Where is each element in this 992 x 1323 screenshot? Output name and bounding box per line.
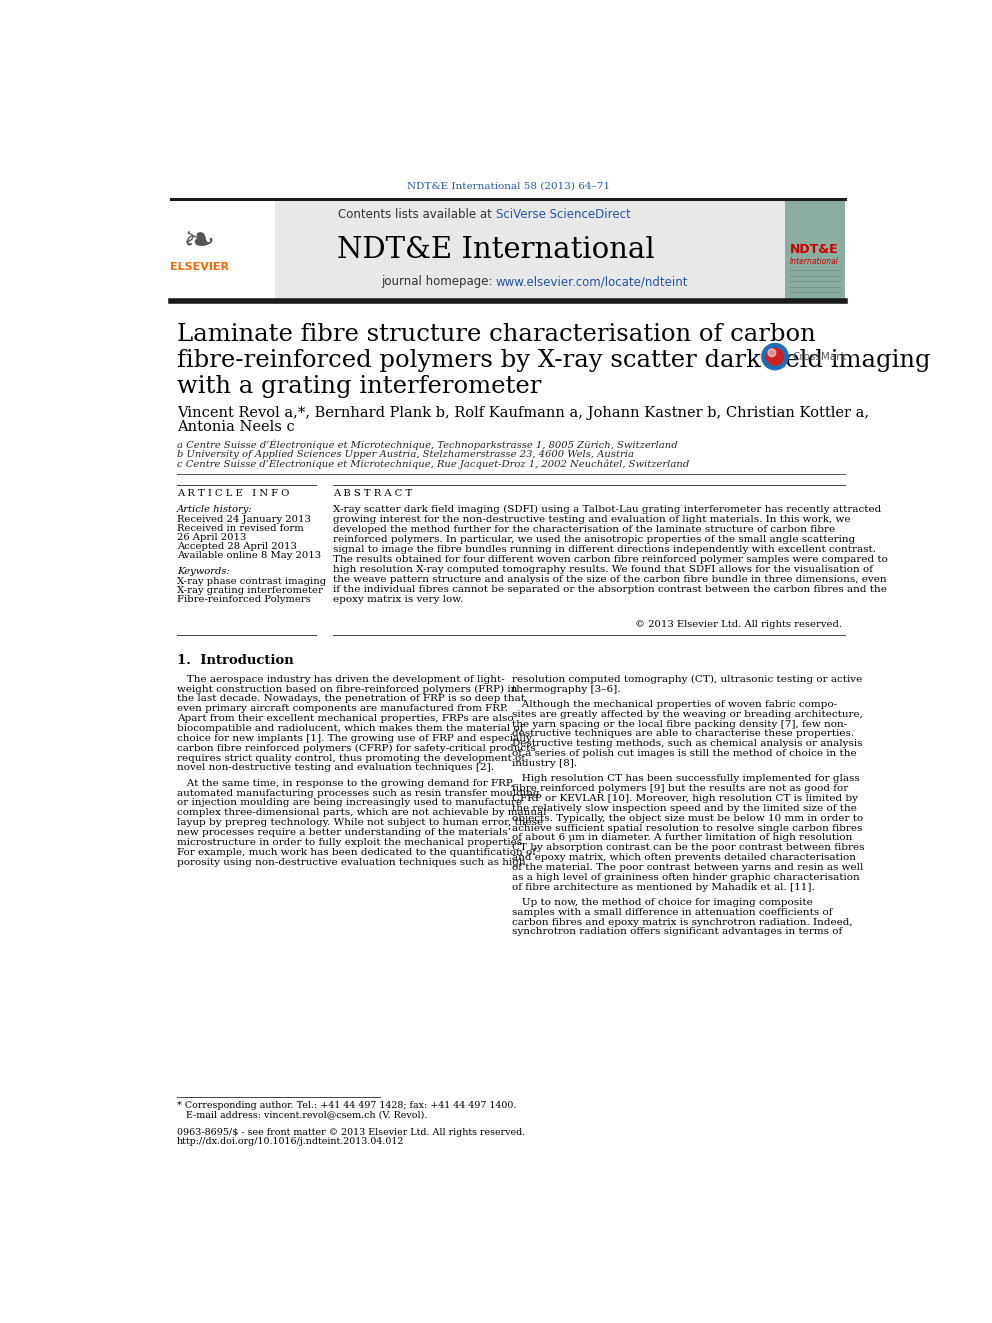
- Text: growing interest for the non-destructive testing and evaluation of light materia: growing interest for the non-destructive…: [333, 516, 851, 524]
- Text: the last decade. Nowadays, the penetration of FRP is so deep that: the last decade. Nowadays, the penetrati…: [177, 695, 525, 704]
- Text: sites are greatly affected by the weaving or breading architecture,: sites are greatly affected by the weavin…: [512, 709, 862, 718]
- Text: NDT&E International 58 (2013) 64–71: NDT&E International 58 (2013) 64–71: [407, 181, 610, 191]
- Text: the weave pattern structure and analysis of the size of the carbon fibre bundle : the weave pattern structure and analysis…: [333, 576, 887, 585]
- Text: Contents lists available at: Contents lists available at: [338, 209, 496, 221]
- Circle shape: [762, 344, 789, 369]
- Bar: [785, 198, 845, 302]
- Text: Destructive testing methods, such as chemical analysis or analysis: Destructive testing methods, such as che…: [512, 740, 862, 749]
- Text: even primary aircraft components are manufactured from FRP.: even primary aircraft components are man…: [177, 704, 508, 713]
- Text: of about 6 μm in diameter. A further limitation of high resolution: of about 6 μm in diameter. A further lim…: [512, 833, 852, 843]
- Text: A R T I C L E   I N F O: A R T I C L E I N F O: [177, 490, 289, 499]
- Text: The aerospace industry has driven the development of light-: The aerospace industry has driven the de…: [177, 675, 505, 684]
- Text: NDT&E International: NDT&E International: [337, 235, 655, 263]
- Text: the relatively slow inspection speed and by the limited size of the: the relatively slow inspection speed and…: [512, 804, 856, 812]
- Text: signal to image the fibre bundles running in different directions independently : signal to image the fibre bundles runnin…: [333, 545, 876, 554]
- Text: b University of Applied Sciences Upper Austria, Stelzhamerstrasse 23, 4600 Wels,: b University of Applied Sciences Upper A…: [177, 450, 634, 459]
- Text: Keywords:: Keywords:: [177, 568, 229, 576]
- Text: biocompatible and radiolucent, which makes them the material of: biocompatible and radiolucent, which mak…: [177, 724, 523, 733]
- Text: complex three-dimensional parts, which are not achievable by manual: complex three-dimensional parts, which a…: [177, 808, 547, 818]
- Text: The results obtained for four different woven carbon fibre reinforced polymer sa: The results obtained for four different …: [333, 556, 888, 565]
- Text: journal homepage:: journal homepage:: [381, 275, 496, 288]
- Text: fibre reinforced polymers [9] but the results are not as good for: fibre reinforced polymers [9] but the re…: [512, 785, 848, 792]
- Text: E-mail address: vincent.revol@csem.ch (V. Revol).: E-mail address: vincent.revol@csem.ch (V…: [177, 1110, 428, 1119]
- Text: synchrotron radiation offers significant advantages in terms of: synchrotron radiation offers significant…: [512, 927, 842, 937]
- Text: if the individual fibres cannot be separated or the absorption contrast between : if the individual fibres cannot be separ…: [333, 586, 887, 594]
- Text: 1.  Introduction: 1. Introduction: [177, 655, 294, 667]
- Text: weight construction based on fibre-reinforced polymers (FRP) in: weight construction based on fibre-reinf…: [177, 684, 517, 693]
- Text: For example, much work has been dedicated to the quantification of: For example, much work has been dedicate…: [177, 848, 536, 857]
- Text: At the same time, in response to the growing demand for FRP,: At the same time, in response to the gro…: [177, 779, 514, 787]
- Text: epoxy matrix is very low.: epoxy matrix is very low.: [333, 595, 463, 605]
- Text: carbon fibre reinforced polymers (CFRP) for safety-critical products: carbon fibre reinforced polymers (CFRP) …: [177, 744, 536, 753]
- Text: Fibre-reinforced Polymers: Fibre-reinforced Polymers: [177, 595, 310, 603]
- Text: X-ray phase contrast imaging: X-ray phase contrast imaging: [177, 577, 325, 586]
- Text: SciVerse ScienceDirect: SciVerse ScienceDirect: [496, 209, 631, 221]
- Text: 26 April 2013: 26 April 2013: [177, 533, 246, 542]
- Text: Laminate fibre structure characterisation of carbon: Laminate fibre structure characterisatio…: [177, 323, 815, 345]
- Text: industry [8].: industry [8].: [512, 759, 576, 769]
- Text: resolution computed tomography (CT), ultrasonic testing or active: resolution computed tomography (CT), ult…: [512, 675, 862, 684]
- Text: thermography [3–6].: thermography [3–6].: [512, 684, 620, 693]
- Text: Although the mechanical properties of woven fabric compo-: Although the mechanical properties of wo…: [512, 700, 836, 709]
- Text: Apart from their excellent mechanical properties, FRPs are also: Apart from their excellent mechanical pr…: [177, 714, 513, 724]
- Bar: [171, 198, 275, 302]
- Text: Accepted 28 April 2013: Accepted 28 April 2013: [177, 542, 297, 550]
- Text: novel non-destructive testing and evaluation techniques [2].: novel non-destructive testing and evalua…: [177, 763, 494, 773]
- Text: carbon fibres and epoxy matrix is synchrotron radiation. Indeed,: carbon fibres and epoxy matrix is synchr…: [512, 918, 852, 926]
- Text: developed the method further for the characterisation of the laminate structure : developed the method further for the cha…: [333, 525, 835, 534]
- Text: www.elsevier.com/locate/ndteint: www.elsevier.com/locate/ndteint: [496, 275, 688, 288]
- Text: microstructure in order to fully exploit the mechanical properties.: microstructure in order to fully exploit…: [177, 837, 525, 847]
- Text: http://dx.doi.org/10.1016/j.ndteint.2013.04.012: http://dx.doi.org/10.1016/j.ndteint.2013…: [177, 1136, 404, 1146]
- Circle shape: [768, 349, 776, 357]
- Text: Article history:: Article history:: [177, 505, 252, 515]
- Text: X-ray grating interferometer: X-ray grating interferometer: [177, 586, 322, 595]
- Text: X-ray scatter dark field imaging (SDFI) using a Talbot-Lau grating interferomete: X-ray scatter dark field imaging (SDFI) …: [333, 505, 882, 515]
- Text: © 2013 Elsevier Ltd. All rights reserved.: © 2013 Elsevier Ltd. All rights reserved…: [635, 620, 841, 630]
- Text: * Corresponding author. Tel.: +41 44 497 1428; fax: +41 44 497 1400.: * Corresponding author. Tel.: +41 44 497…: [177, 1101, 516, 1110]
- Text: destructive techniques are able to characterise these properties.: destructive techniques are able to chara…: [512, 729, 854, 738]
- Text: NDT&E: NDT&E: [791, 243, 839, 257]
- Text: 0963-8695/$ - see front matter © 2013 Elsevier Ltd. All rights reserved.: 0963-8695/$ - see front matter © 2013 El…: [177, 1127, 525, 1136]
- Text: achieve sufficient spatial resolution to resolve single carbon fibres: achieve sufficient spatial resolution to…: [512, 823, 862, 832]
- Text: and epoxy matrix, which often prevents detailed characterisation: and epoxy matrix, which often prevents d…: [512, 853, 855, 863]
- Text: automated manufacturing processes such as resin transfer moulding: automated manufacturing processes such a…: [177, 789, 540, 798]
- Text: Up to now, the method of choice for imaging composite: Up to now, the method of choice for imag…: [512, 898, 812, 908]
- Text: as a high level of graininess often hinder graphic characterisation: as a high level of graininess often hind…: [512, 873, 859, 882]
- Circle shape: [767, 348, 784, 365]
- Text: layup by prepreg technology. While not subject to human error, these: layup by prepreg technology. While not s…: [177, 818, 543, 827]
- Text: Vincent Revol a,*, Bernhard Plank b, Rolf Kaufmann a, Johann Kastner b, Christia: Vincent Revol a,*, Bernhard Plank b, Rol…: [177, 406, 869, 419]
- Text: a Centre Suisse d’Électronique et Microtechnique, Technoparkstrasse 1, 8005 Züri: a Centre Suisse d’Électronique et Microt…: [177, 441, 678, 450]
- Text: new processes require a better understanding of the materials’: new processes require a better understan…: [177, 828, 511, 837]
- Text: choice for new implants [1]. The growing use of FRP and especially: choice for new implants [1]. The growing…: [177, 734, 532, 744]
- Text: ELSEVIER: ELSEVIER: [170, 262, 229, 271]
- Text: ❧: ❧: [183, 222, 215, 261]
- Text: CT by absorption contrast can be the poor contrast between fibres: CT by absorption contrast can be the poo…: [512, 843, 864, 852]
- Text: high resolution X-ray computed tomography results. We found that SDFI allows for: high resolution X-ray computed tomograph…: [333, 565, 873, 574]
- Text: of the material. The poor contrast between yarns and resin as well: of the material. The poor contrast betwe…: [512, 863, 863, 872]
- Text: of fibre architecture as mentioned by Mahadik et al. [11].: of fibre architecture as mentioned by Ma…: [512, 882, 814, 892]
- Text: c Centre Suisse d’Électronique et Microtechnique, Rue Jacquet-Droz 1, 2002 Neuch: c Centre Suisse d’Électronique et Microt…: [177, 459, 689, 468]
- Text: samples with a small difference in attenuation coefficients of: samples with a small difference in atten…: [512, 908, 832, 917]
- Text: reinforced polymers. In particular, we used the anisotropic properties of the sm: reinforced polymers. In particular, we u…: [333, 536, 855, 544]
- Text: fibre-reinforced polymers by X-ray scatter dark field imaging: fibre-reinforced polymers by X-ray scatt…: [177, 349, 930, 372]
- Text: Available online 8 May 2013: Available online 8 May 2013: [177, 550, 320, 560]
- Text: of a series of polish cut images is still the method of choice in the: of a series of polish cut images is stil…: [512, 749, 856, 758]
- Text: porosity using non-destructive evaluation techniques such as high: porosity using non-destructive evaluatio…: [177, 857, 526, 867]
- Text: CFRP or KEVLAR [10]. Moreover, high resolution CT is limited by: CFRP or KEVLAR [10]. Moreover, high reso…: [512, 794, 857, 803]
- Text: International: International: [790, 257, 839, 266]
- Text: Received 24 January 2013: Received 24 January 2013: [177, 516, 310, 524]
- Text: with a grating interferometer: with a grating interferometer: [177, 376, 541, 398]
- Text: requires strict quality control, thus promoting the development of: requires strict quality control, thus pr…: [177, 754, 525, 762]
- Text: High resolution CT has been successfully implemented for glass: High resolution CT has been successfully…: [512, 774, 859, 783]
- Bar: [171, 198, 845, 302]
- Text: objects. Typically, the object size must be below 10 mm in order to: objects. Typically, the object size must…: [512, 814, 863, 823]
- Text: or injection moulding are being increasingly used to manufacture: or injection moulding are being increasi…: [177, 799, 522, 807]
- Text: the yarn spacing or the local fibre packing density [7], few non-: the yarn spacing or the local fibre pack…: [512, 720, 847, 729]
- Text: Received in revised form: Received in revised form: [177, 524, 304, 533]
- Text: Antonia Neels c: Antonia Neels c: [177, 419, 295, 434]
- Text: CrossMark: CrossMark: [792, 352, 847, 361]
- Text: A B S T R A C T: A B S T R A C T: [333, 490, 413, 499]
